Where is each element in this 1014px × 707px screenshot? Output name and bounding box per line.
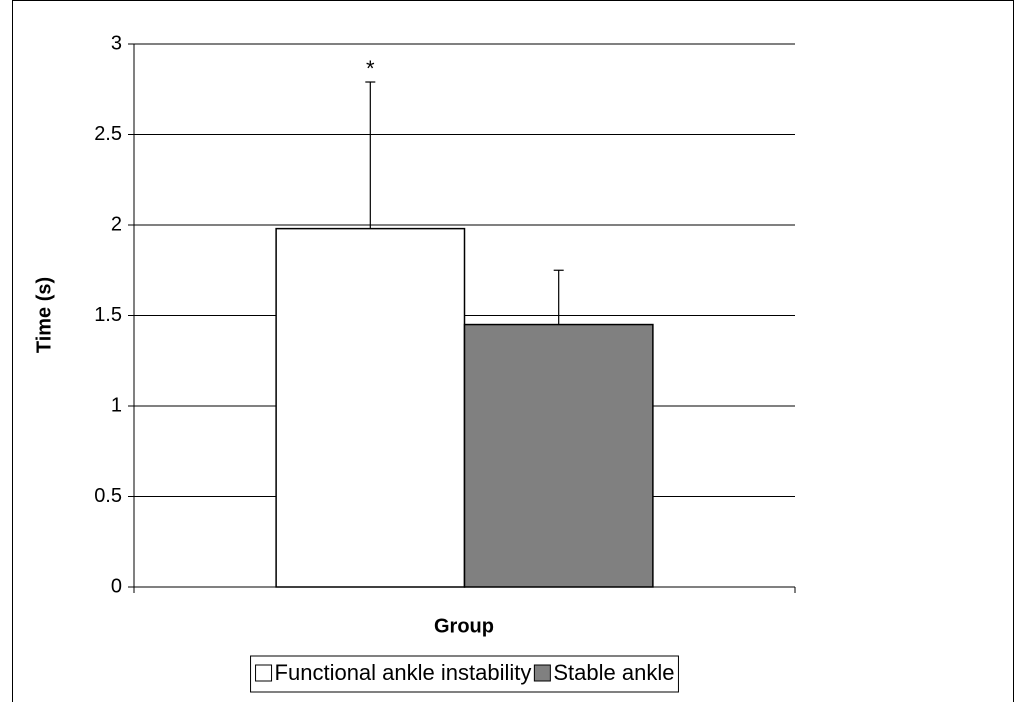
bar (463, 323, 654, 588)
legend-label: Functional ankle instability (275, 660, 532, 685)
annotation: * (366, 56, 375, 81)
legend-swatch (255, 664, 273, 682)
x-axis-title: Group (434, 615, 494, 637)
y-axis-title: Time (s) (33, 277, 55, 353)
y-tick-label: 3 (111, 32, 122, 54)
legend-label: Stable ankle (553, 660, 674, 685)
y-tick-label: 2 (111, 213, 122, 235)
y-tick-label: 1 (111, 394, 122, 416)
y-tick-label: 0 (111, 575, 122, 597)
legend-box (250, 655, 679, 693)
legend-swatch (533, 664, 551, 682)
bar (275, 227, 466, 588)
y-tick-label: 0.5 (94, 485, 122, 507)
y-tick-label: 1.5 (94, 304, 122, 326)
y-tick-label: 2.5 (94, 123, 122, 145)
